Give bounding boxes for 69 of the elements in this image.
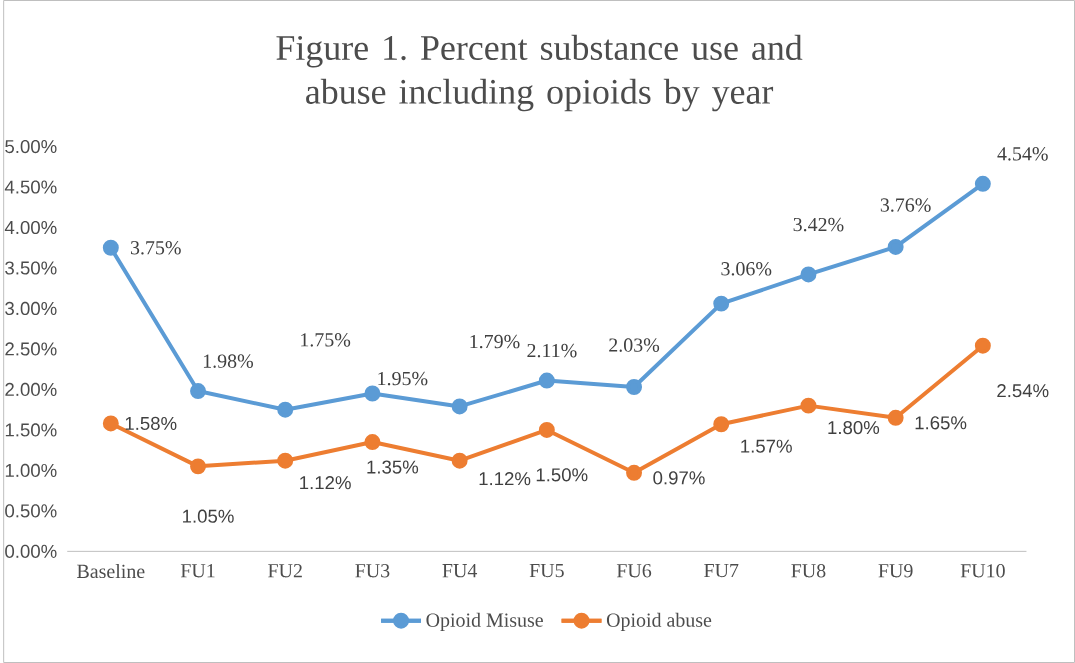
point bbox=[800, 397, 817, 414]
point bbox=[190, 458, 207, 475]
y-tick-label: 1.50% bbox=[5, 423, 57, 437]
point bbox=[102, 415, 119, 432]
data-label: 1.57% bbox=[741, 439, 792, 453]
point bbox=[102, 239, 119, 256]
data-label: 1.95% bbox=[378, 371, 428, 386]
point bbox=[538, 372, 555, 389]
point bbox=[364, 385, 381, 402]
point bbox=[364, 434, 381, 451]
x-tick-label: FU5 bbox=[529, 564, 564, 578]
data-label: 2.03% bbox=[609, 338, 660, 352]
x-tick-label: FU10 bbox=[960, 564, 1005, 578]
y-tick-label: 4.50% bbox=[4, 180, 57, 194]
point bbox=[538, 421, 555, 438]
x-tick-label: FU9 bbox=[878, 564, 913, 578]
data-label: 1.80% bbox=[828, 420, 880, 435]
data-label: 1.12% bbox=[479, 472, 531, 486]
point bbox=[713, 295, 730, 312]
point bbox=[626, 379, 643, 395]
data-label: 3.42% bbox=[793, 217, 844, 232]
data-label: 2.11% bbox=[527, 343, 577, 358]
point bbox=[277, 401, 294, 418]
x-tick-label: FU6 bbox=[616, 564, 652, 578]
y-tick-label: 3.50% bbox=[5, 261, 57, 275]
legend-label: Opioid abuse bbox=[606, 612, 712, 631]
y-tick-label: 0.50% bbox=[5, 504, 57, 518]
data-label: 1.35% bbox=[367, 460, 419, 474]
point bbox=[887, 409, 904, 426]
x-tick-label: FU3 bbox=[355, 564, 390, 578]
legend-label: Opioid Misuse bbox=[426, 612, 543, 631]
x-tick-label: FU8 bbox=[791, 564, 826, 578]
x-tick-label: FU4 bbox=[442, 564, 478, 578]
point bbox=[451, 398, 468, 415]
data-label: 0.97% bbox=[653, 471, 705, 485]
data-label: 1.79% bbox=[470, 334, 520, 349]
point bbox=[626, 464, 643, 481]
data-label: 2.54% bbox=[997, 384, 1049, 398]
x-tick-label: FU2 bbox=[268, 564, 302, 578]
point bbox=[974, 175, 991, 192]
y-tick-label: 1.00% bbox=[5, 463, 57, 477]
x-tick-label: FU7 bbox=[704, 564, 739, 578]
point bbox=[974, 337, 991, 354]
data-label: 1.75% bbox=[301, 333, 351, 347]
y-tick-label: 4.00% bbox=[4, 220, 57, 235]
y-tick-label: 5.00% bbox=[5, 139, 57, 154]
y-tick-label: 0.00% bbox=[5, 544, 57, 558]
data-label: 1.50% bbox=[536, 468, 588, 482]
data-label: 4.54% bbox=[997, 147, 1048, 161]
x-tick-label: Baseline bbox=[77, 564, 145, 579]
data-label: 1.58% bbox=[125, 416, 177, 431]
y-tick-label: 3.00% bbox=[5, 301, 57, 316]
data-label: 3.06% bbox=[721, 262, 772, 276]
y-tick-label: 2.50% bbox=[5, 342, 57, 356]
x-tick-label: FU1 bbox=[180, 564, 215, 578]
point bbox=[887, 238, 904, 255]
point bbox=[190, 383, 207, 400]
data-label: 1.12% bbox=[300, 476, 351, 490]
data-label: 3.75% bbox=[130, 240, 181, 255]
chart-title: Figure 1. Percent substance use and abuse including opioids by year bbox=[276, 34, 803, 112]
point bbox=[713, 416, 730, 433]
data-label: 1.05% bbox=[183, 509, 234, 523]
data-label: 3.76% bbox=[880, 198, 931, 212]
point bbox=[277, 452, 294, 469]
point bbox=[800, 266, 817, 283]
data-label: 1.65% bbox=[915, 416, 967, 430]
data-label: 1.98% bbox=[203, 354, 254, 368]
y-tick-label: 2.00% bbox=[5, 382, 57, 397]
point bbox=[451, 452, 468, 469]
